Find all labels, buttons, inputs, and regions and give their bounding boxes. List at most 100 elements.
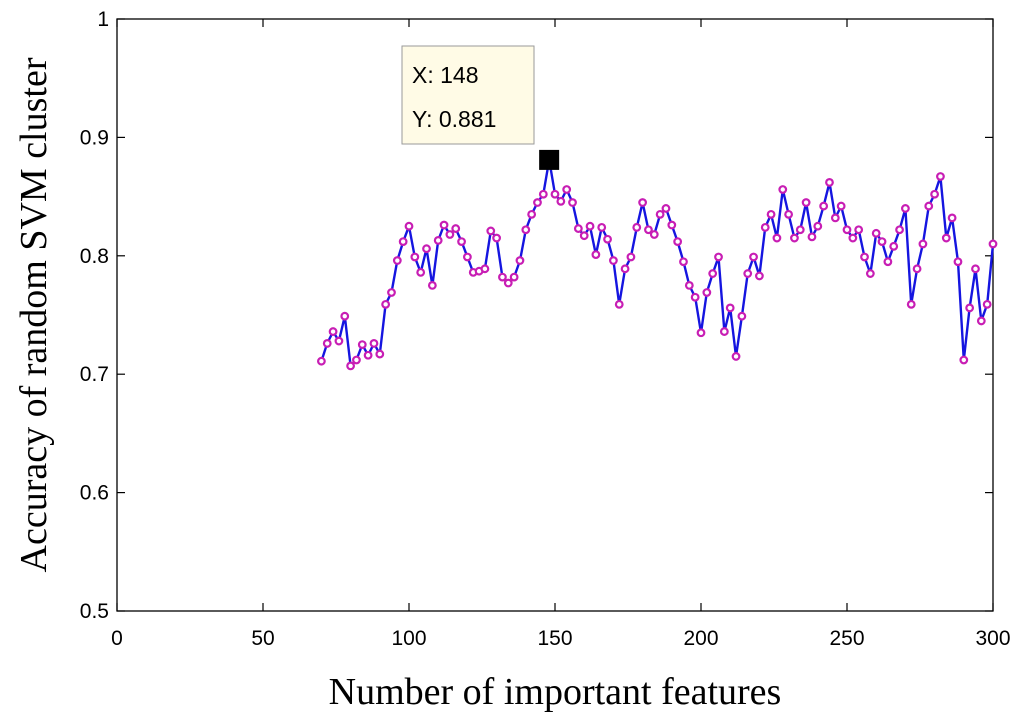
data-point[interactable] xyxy=(562,185,572,194)
data-point[interactable] xyxy=(556,196,566,206)
data-point[interactable] xyxy=(941,233,951,243)
data-point[interactable] xyxy=(498,272,507,282)
data-point[interactable] xyxy=(719,327,729,336)
data-point[interactable] xyxy=(749,252,758,262)
data-point[interactable] xyxy=(976,316,986,326)
data-point[interactable] xyxy=(737,311,747,321)
data-point[interactable] xyxy=(427,281,437,290)
data-point[interactable] xyxy=(848,233,858,243)
data-point[interactable] xyxy=(860,252,869,262)
data-point[interactable] xyxy=(404,221,414,231)
data-point[interactable] xyxy=(649,230,659,239)
data-point[interactable] xyxy=(801,198,811,207)
data-point[interactable] xyxy=(760,222,770,232)
data-point[interactable] xyxy=(865,269,875,278)
data-point[interactable] xyxy=(603,234,612,244)
data-point[interactable] xyxy=(591,250,601,260)
data-point[interactable] xyxy=(871,228,881,238)
data-point[interactable] xyxy=(486,226,496,236)
data-point[interactable] xyxy=(597,222,607,232)
data-point[interactable] xyxy=(924,201,934,211)
data-point[interactable] xyxy=(696,328,706,338)
data-point[interactable] xyxy=(655,209,665,219)
data-point[interactable] xyxy=(387,288,396,297)
data-point[interactable] xyxy=(971,264,980,274)
data-point[interactable] xyxy=(766,209,776,219)
data-point[interactable] xyxy=(620,264,630,274)
data-point[interactable] xyxy=(509,272,519,282)
data-point[interactable] xyxy=(375,349,385,359)
data-point[interactable] xyxy=(457,237,466,246)
data-point[interactable] xyxy=(965,303,975,313)
data-point[interactable] xyxy=(340,311,350,321)
data-point[interactable] xyxy=(346,361,356,371)
data-point[interactable] xyxy=(714,252,723,262)
data-point[interactable] xyxy=(463,252,472,262)
data-point[interactable] xyxy=(410,252,420,262)
data-point[interactable] xyxy=(743,269,753,278)
data-point[interactable] xyxy=(392,256,402,265)
data-point[interactable] xyxy=(632,222,642,232)
data-point[interactable] xyxy=(731,352,741,361)
data-point[interactable] xyxy=(667,220,677,230)
data-point[interactable] xyxy=(842,225,852,235)
data-point[interactable] xyxy=(673,237,683,246)
data-point[interactable] xyxy=(988,239,998,249)
data-point[interactable] xyxy=(433,236,443,245)
data-point[interactable] xyxy=(755,271,764,281)
data-point[interactable] xyxy=(889,241,899,251)
data-point[interactable] xyxy=(398,237,408,246)
data-point[interactable] xyxy=(585,221,595,231)
data-point[interactable] xyxy=(953,257,963,267)
data-point[interactable] xyxy=(679,257,688,267)
data-point[interactable] xyxy=(363,350,373,360)
data-point[interactable] xyxy=(819,201,829,211)
data-point[interactable] xyxy=(725,303,735,313)
data-point[interactable] xyxy=(334,336,344,346)
data-point[interactable] xyxy=(381,299,391,309)
data-point[interactable] xyxy=(690,292,700,302)
data-point[interactable] xyxy=(936,172,945,181)
data-point[interactable] xyxy=(912,264,922,274)
data-point[interactable] xyxy=(877,237,887,246)
data-point[interactable] xyxy=(317,356,326,366)
data-point[interactable] xyxy=(445,230,455,239)
data-point[interactable] xyxy=(959,355,969,365)
data-point[interactable] xyxy=(538,189,548,199)
datatip[interactable]: X: 148 Y: 0.881 xyxy=(401,45,560,170)
data-point[interactable] xyxy=(807,232,817,242)
data-point[interactable] xyxy=(883,257,893,267)
data-point[interactable] xyxy=(708,269,718,278)
data-point[interactable] xyxy=(854,225,864,235)
data-point[interactable] xyxy=(918,239,928,249)
data-point[interactable] xyxy=(568,198,577,207)
data-point[interactable] xyxy=(778,185,788,194)
data-point[interactable] xyxy=(930,189,939,199)
data-point[interactable] xyxy=(439,220,449,230)
data-point[interactable] xyxy=(836,201,846,211)
data-point[interactable] xyxy=(702,288,712,297)
data-point[interactable] xyxy=(480,264,490,274)
data-point[interactable] xyxy=(579,231,589,241)
data-point[interactable] xyxy=(573,224,583,233)
data-point[interactable] xyxy=(626,252,636,262)
data-point[interactable] xyxy=(515,256,525,265)
data-point[interactable] xyxy=(521,225,531,235)
data-point[interactable] xyxy=(661,204,671,213)
data-point[interactable] xyxy=(422,244,431,254)
data-point[interactable] xyxy=(795,225,805,235)
data-point[interactable] xyxy=(825,177,834,187)
data-point[interactable] xyxy=(527,209,537,219)
data-point[interactable] xyxy=(813,221,823,231)
data-point[interactable] xyxy=(609,256,618,265)
data-point[interactable] xyxy=(369,339,379,348)
data-point[interactable] xyxy=(638,198,647,207)
data-point[interactable] xyxy=(328,327,338,336)
data-point[interactable] xyxy=(533,198,542,207)
data-point[interactable] xyxy=(451,224,461,233)
data-point[interactable] xyxy=(352,355,361,365)
data-point[interactable] xyxy=(830,213,840,223)
data-point[interactable] xyxy=(550,189,560,199)
datatip-marker[interactable] xyxy=(539,149,560,170)
data-point[interactable] xyxy=(684,281,694,290)
